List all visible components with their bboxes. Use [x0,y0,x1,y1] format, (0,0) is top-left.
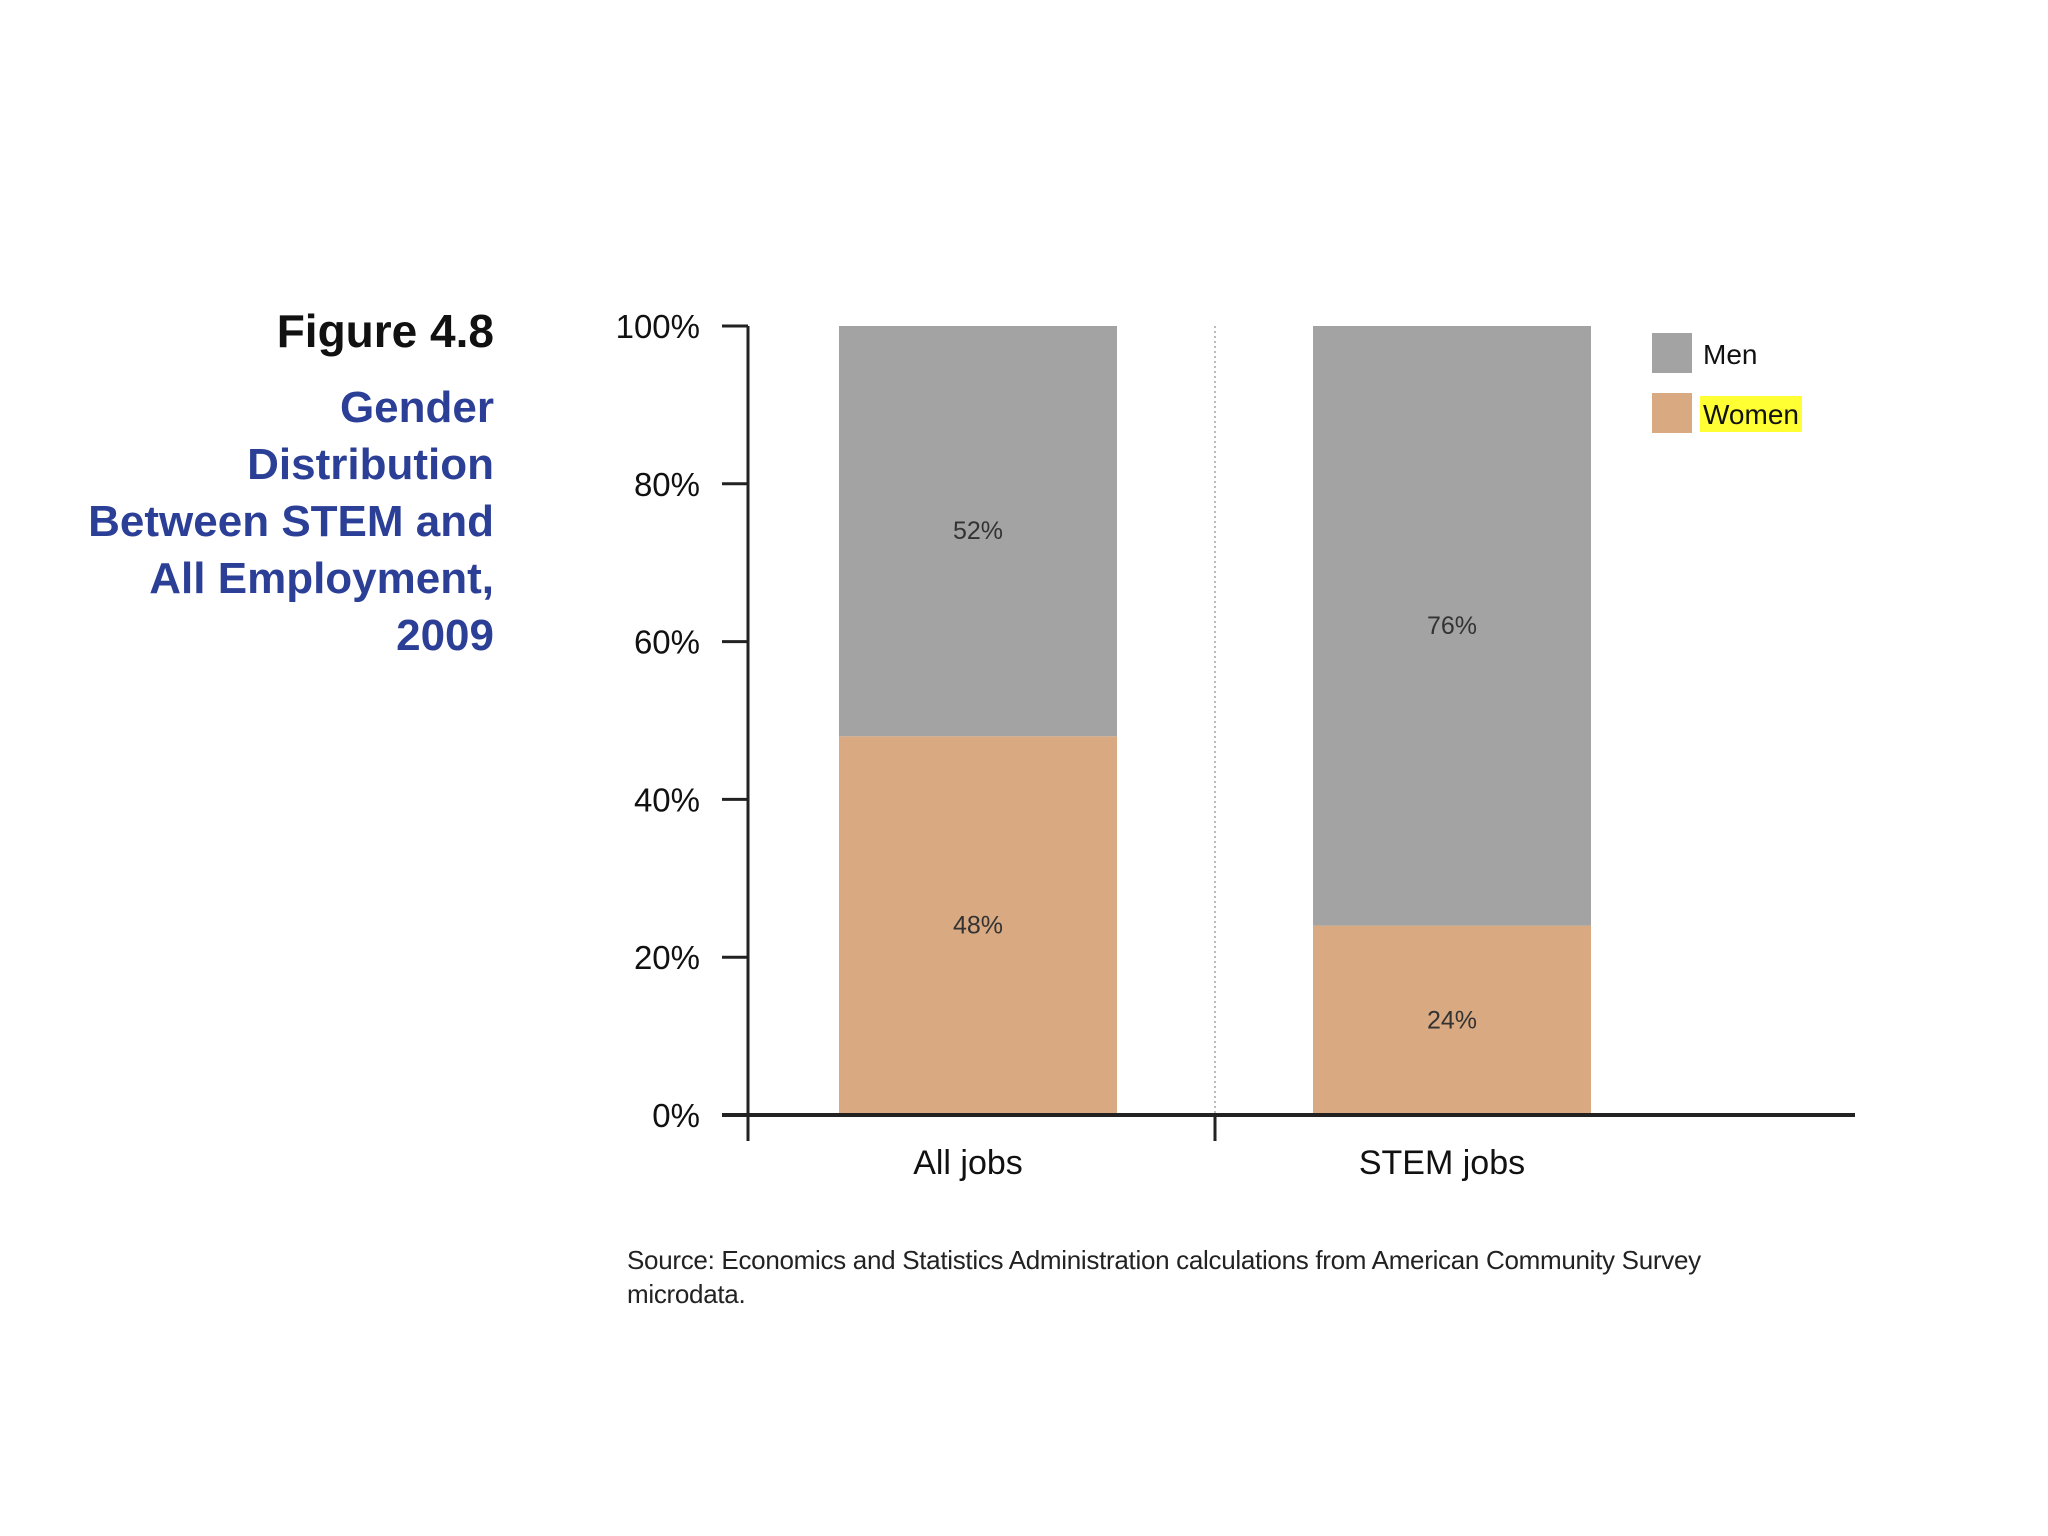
x-tick-label-1: All jobs [913,1144,1023,1182]
y-tick-label-20: 20% [634,939,700,976]
bar-men-1 [839,326,1117,737]
source-line-1: Source: Economics and Statistics Adminis… [627,1245,1701,1275]
legend-label-women: Women [1703,399,1799,430]
figure-number: Figure 4.8 [276,305,494,357]
x-tick-label-2: STEM jobs [1359,1144,1525,1182]
figure-heading: Figure 4.8 Gender Distribution Between S… [40,306,494,664]
figure-title-line-5: 2009 [396,610,494,660]
y-tick-label-0: 0% [652,1097,700,1134]
bar-label-men-2: 76% [1427,612,1477,640]
source-note: Source: Economics and Statistics Adminis… [627,1243,1857,1311]
figure-title-line-2: Distribution [247,439,494,489]
y-tick-label-100: 100% [616,308,700,345]
figure-title-line-4: All Employment, [149,553,494,603]
legend-swatch-men [1652,333,1692,373]
bar-women-2 [1313,925,1591,1115]
bar-women-1 [839,736,1117,1115]
y-tick-label-40: 40% [634,781,700,818]
bar-label-women-2: 24% [1427,1006,1477,1034]
legend-label-men: Men [1703,339,1757,370]
source-line-2: microdata. [627,1279,746,1309]
figure-title-line-3: Between STEM and [88,496,494,546]
legend-swatch-women [1652,393,1692,433]
legend-highlight-women [1700,396,1802,432]
figure-title: Gender Distribution Between STEM and All… [40,379,494,664]
bar-label-men-1: 52% [953,517,1003,545]
y-tick-label-60: 60% [634,624,700,661]
bar-men-2 [1313,326,1591,926]
figure-title-line-1: Gender [339,382,494,432]
bar-label-women-1: 48% [953,912,1003,940]
y-tick-label-80: 80% [634,466,700,503]
